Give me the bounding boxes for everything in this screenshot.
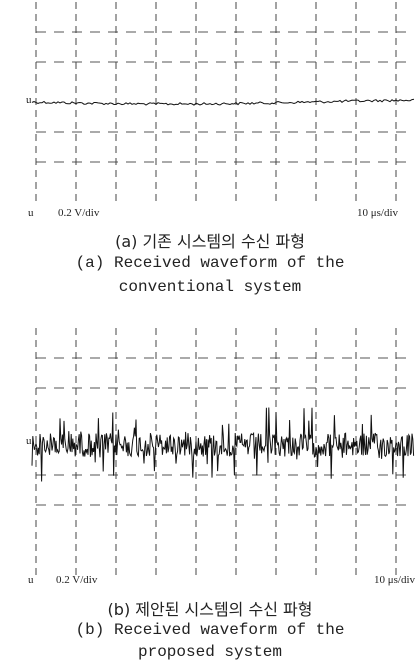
caption-english: proposed system [0,643,420,661]
level-marker: u [28,574,34,586]
volt-scale: 0.2 V/div [56,574,98,586]
level-marker: u [26,435,32,447]
scope-panel-b: u u 0.2 V/div 10 μs/div [0,0,420,600]
caption-english: (b) Received waveform of the [0,621,420,639]
time-scale: 10 μs/div [374,574,416,586]
page: u u 0.2 V/div 10 μs/div (a) 기존 시스템의 수신 파… [0,0,420,663]
caption-korean: (b) 제안된 시스템의 수신 파형 [0,596,420,620]
